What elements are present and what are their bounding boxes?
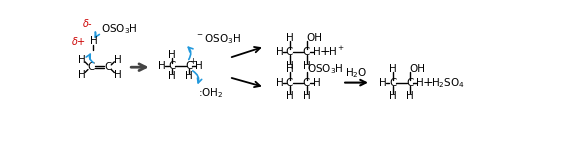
Text: H: H [168, 72, 176, 82]
Text: H: H [158, 61, 165, 71]
Text: H: H [416, 78, 423, 88]
Text: C: C [286, 47, 293, 57]
Text: H: H [78, 54, 86, 64]
Text: C: C [104, 62, 112, 72]
Text: C: C [303, 47, 310, 57]
Text: H: H [303, 92, 310, 102]
Text: H: H [313, 78, 321, 88]
Text: $\delta$-: $\delta$- [82, 17, 93, 29]
Text: C: C [303, 78, 310, 88]
Text: H$_2$SO$_4$: H$_2$SO$_4$ [432, 76, 465, 90]
Text: H$_2$O: H$_2$O [345, 66, 367, 80]
Text: H: H [285, 33, 293, 43]
Text: H: H [303, 61, 310, 71]
Text: H: H [313, 47, 321, 57]
Text: H: H [406, 92, 414, 102]
Text: C: C [185, 61, 193, 71]
Text: H: H [276, 78, 283, 88]
Text: H: H [168, 50, 176, 60]
Text: OH: OH [409, 64, 426, 74]
Text: +: + [189, 56, 196, 65]
Text: OSO$_3$H: OSO$_3$H [101, 23, 138, 36]
Text: H: H [195, 61, 202, 71]
Text: H: H [276, 47, 283, 57]
Text: H: H [185, 72, 193, 82]
Text: C: C [389, 78, 396, 88]
Text: H: H [285, 92, 293, 102]
Text: H$^+$: H$^+$ [328, 45, 345, 58]
Text: H: H [389, 92, 397, 102]
Text: OH: OH [307, 33, 322, 43]
Text: OSO$_3$H: OSO$_3$H [307, 62, 343, 76]
Text: $\delta$+: $\delta$+ [71, 35, 86, 47]
Text: C: C [406, 78, 414, 88]
Text: H: H [114, 54, 121, 64]
Text: H: H [379, 78, 386, 88]
Text: C: C [286, 78, 293, 88]
Text: +: + [320, 45, 331, 58]
Text: H: H [285, 64, 293, 74]
Text: C: C [168, 61, 175, 71]
Text: :OH$_2$: :OH$_2$ [198, 86, 223, 100]
Text: H: H [89, 36, 97, 46]
Text: $^-$OSO$_3$H: $^-$OSO$_3$H [195, 32, 241, 46]
Text: C: C [88, 62, 95, 72]
Text: H: H [78, 70, 86, 80]
Text: +: + [423, 76, 433, 89]
Text: H: H [389, 64, 397, 74]
Text: H: H [285, 61, 293, 71]
Text: H: H [114, 70, 121, 80]
